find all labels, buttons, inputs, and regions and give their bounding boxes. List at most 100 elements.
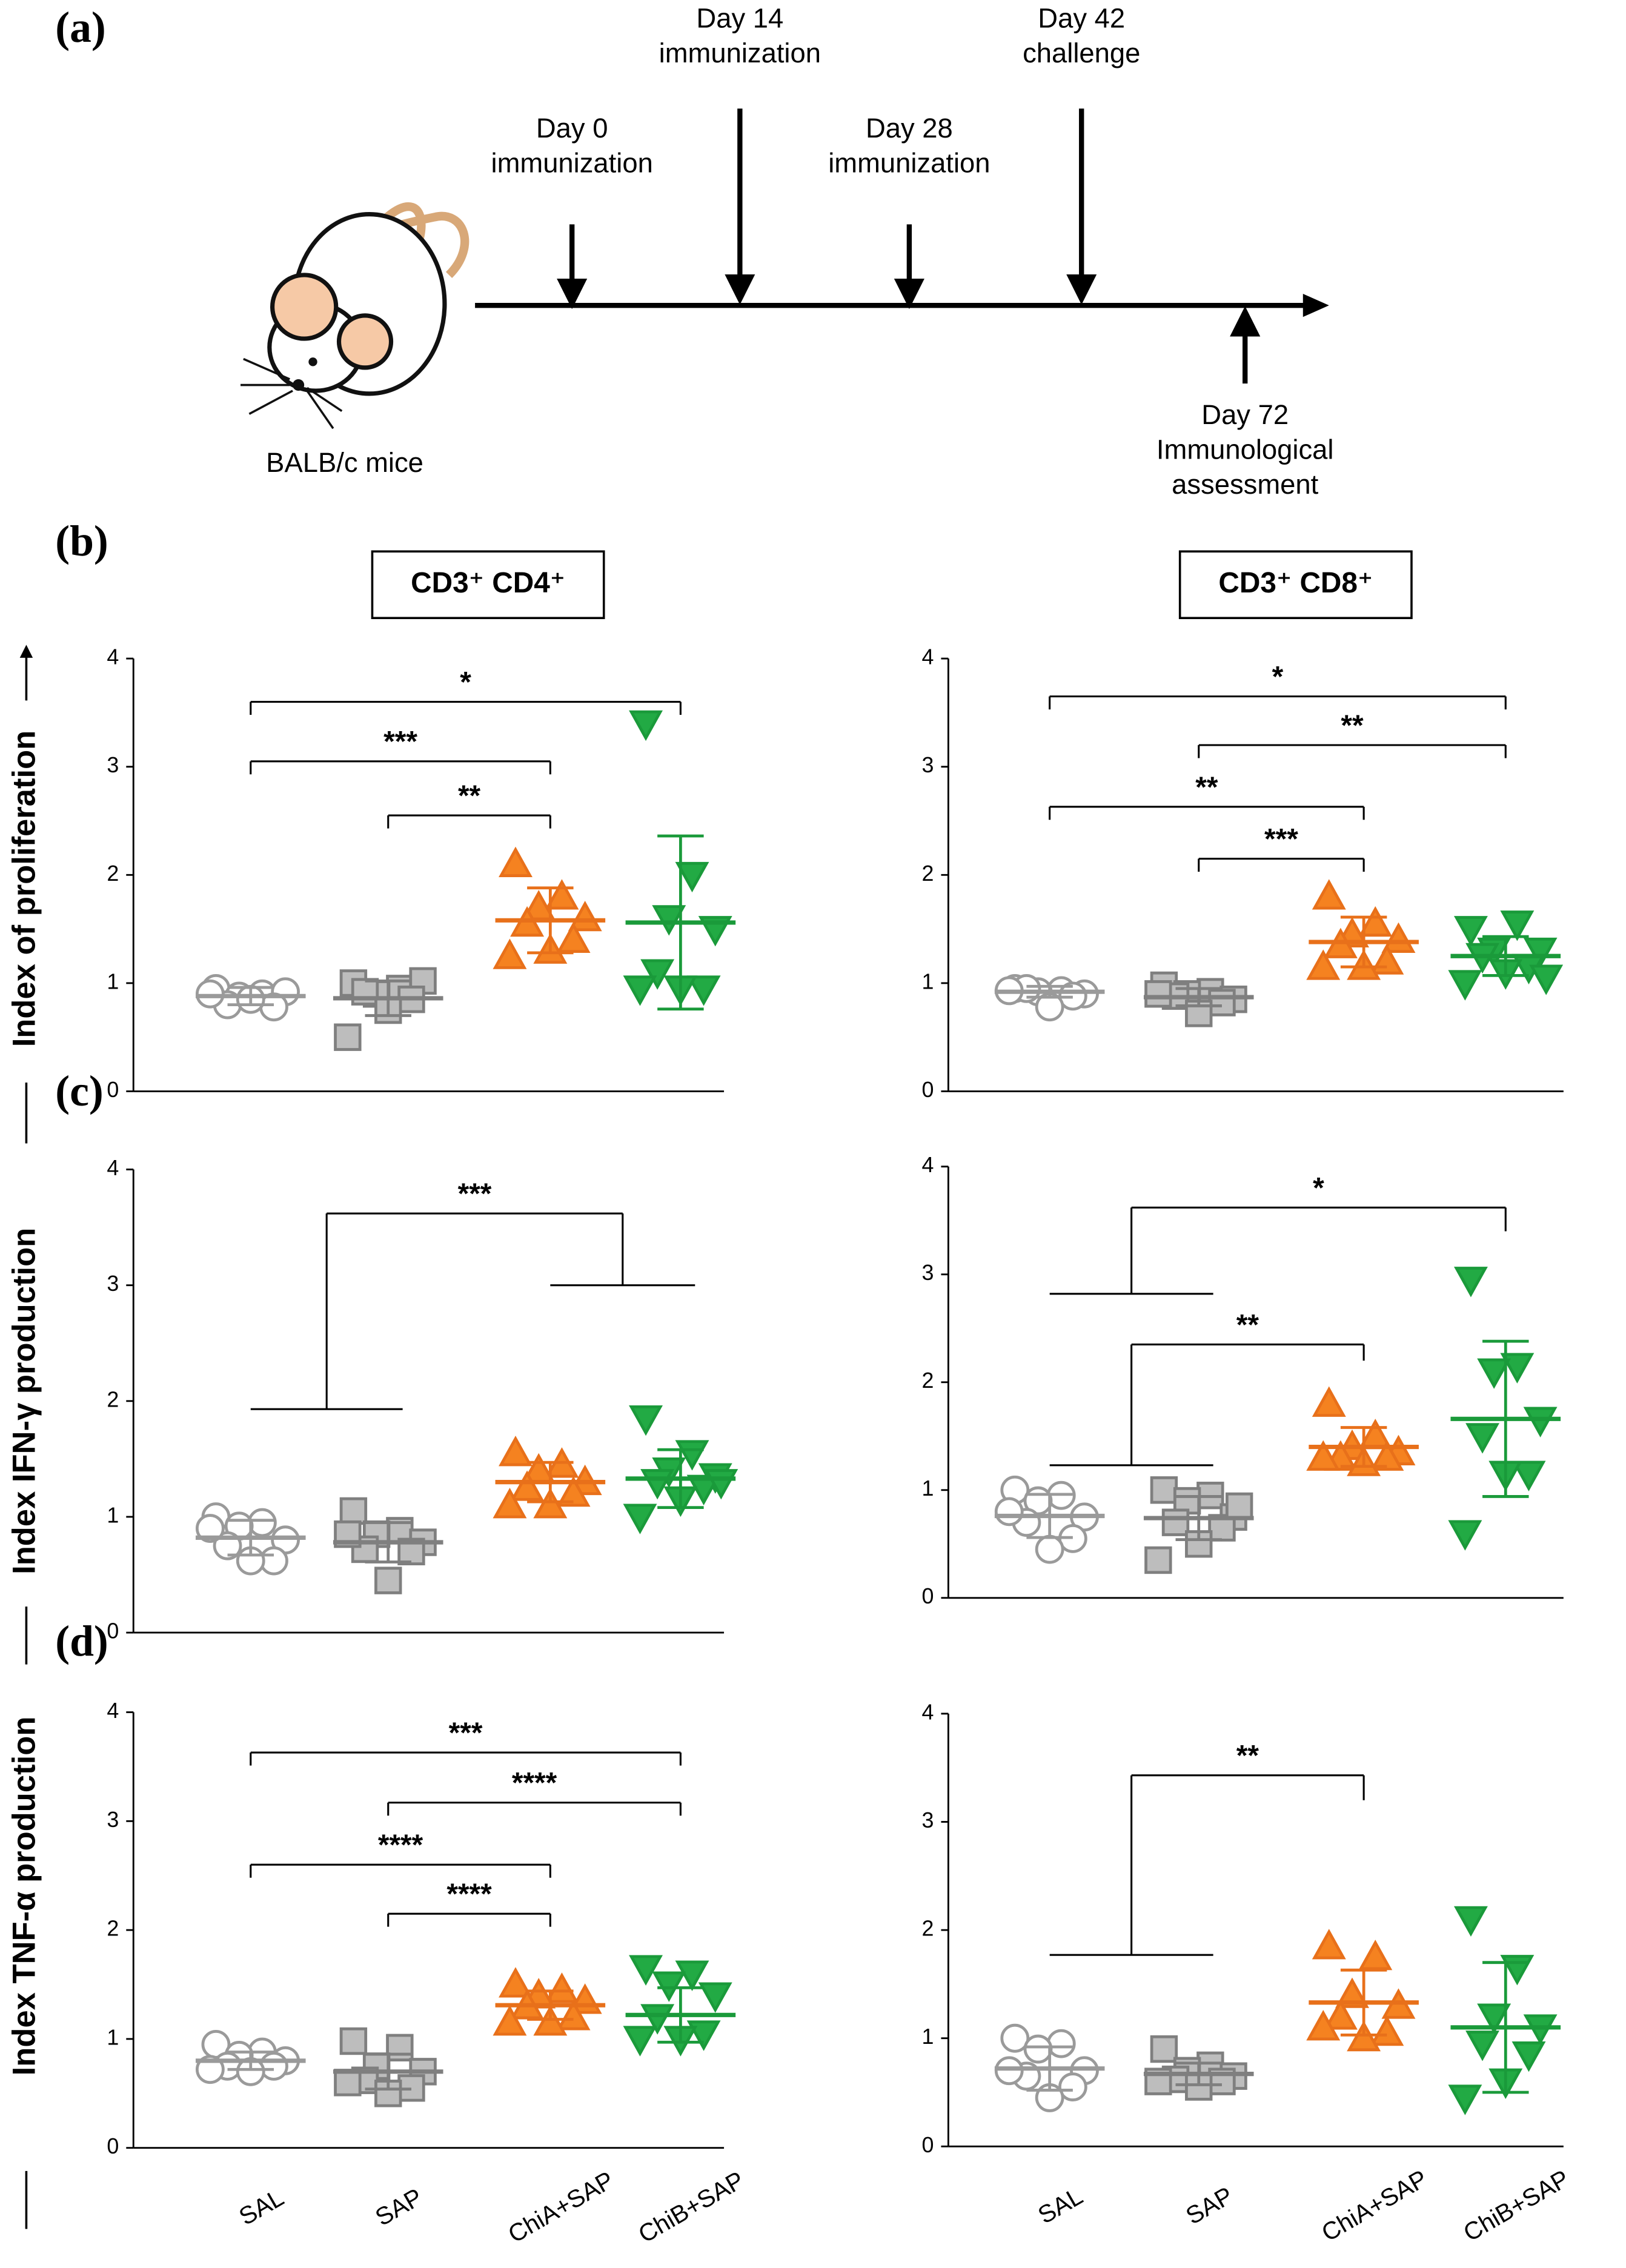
data-point (1312, 879, 1346, 910)
data-point (623, 975, 657, 1006)
y-tick-label: 2 (107, 1387, 119, 1411)
data-point (1023, 2034, 1053, 2064)
x-tick-label: ChiB+SAP (1459, 2164, 1574, 2247)
panel-label: (a) (55, 3, 106, 51)
data-point (1358, 1939, 1393, 1971)
y-tick-label: 1 (107, 1503, 119, 1527)
data-point (652, 905, 686, 936)
significance-label: *** (449, 1717, 483, 1749)
significance-label: * (1313, 1172, 1324, 1204)
y-tick-label: 3 (107, 1808, 119, 1832)
data-point (1150, 1476, 1178, 1504)
data-point (339, 2027, 368, 2055)
y-tick-label: 0 (922, 2133, 934, 2157)
data-point (499, 1436, 533, 1467)
y-tick-label: 1 (922, 1476, 934, 1500)
timeline-event-label: Immunological (1156, 434, 1334, 465)
data-point (1347, 2020, 1381, 2052)
data-point (698, 1982, 732, 2013)
data-point (1323, 1999, 1358, 2030)
row-label: Index IFN-γ production (6, 1228, 42, 1574)
data-point (1448, 2084, 1482, 2115)
significance-label: **** (512, 1768, 557, 1800)
significance-label: ** (458, 780, 481, 812)
y-tick-label: 3 (922, 1261, 934, 1285)
y-tick-label: 0 (107, 1619, 119, 1643)
y-tick-label: 4 (922, 1700, 934, 1724)
data-point (1058, 2072, 1087, 2101)
data-point (1500, 910, 1535, 941)
timeline-arrowhead (1302, 294, 1329, 317)
data-point (1477, 1358, 1512, 1389)
data-point (533, 1488, 568, 1519)
y-tick-label: 2 (922, 1368, 934, 1393)
mouse-whiskers (241, 357, 343, 429)
y-tick-label: 3 (922, 753, 934, 777)
timeline-event-label: Day 28 (866, 113, 953, 144)
data-point (1512, 1461, 1546, 1491)
row-label: Index of proliferation (6, 731, 42, 1047)
data-point (675, 861, 709, 893)
data-point (1035, 1534, 1064, 1564)
y-tick-label: 2 (107, 861, 119, 886)
data-point (1144, 1546, 1172, 1574)
data-point (1306, 949, 1341, 980)
x-tick-label: ChiA+SAP (503, 2166, 619, 2248)
data-point (629, 1405, 663, 1436)
timeline-event-label: challenge (1023, 38, 1140, 68)
panel-label: (b) (55, 517, 108, 565)
data-point (1306, 1440, 1341, 1471)
data-point (1381, 922, 1416, 953)
y-tick-label: 1 (107, 2025, 119, 2049)
timeline-event-label: Day 14 (696, 2, 783, 33)
data-point (1144, 980, 1172, 1008)
column-header: CD3⁺ CD4⁺ (411, 567, 565, 599)
significance-label: *** (1264, 823, 1298, 855)
y-tick-label: 4 (922, 1153, 934, 1177)
significance-label: *** (383, 726, 417, 758)
data-point (652, 1971, 686, 2002)
y-tick-label: 2 (922, 861, 934, 886)
data-point (334, 1023, 362, 1051)
y-tick-label: 0 (107, 1078, 119, 1102)
data-point (1453, 1267, 1488, 1298)
y-tick-label: 0 (922, 1078, 934, 1102)
data-point (499, 846, 533, 877)
data-point (1453, 916, 1488, 947)
data-point (533, 2005, 568, 2036)
y-tick-label: 4 (107, 645, 119, 669)
data-point (994, 1497, 1024, 1527)
data-point (1225, 1492, 1253, 1520)
mouse-eye (308, 357, 317, 366)
y-tick-label: 1 (922, 969, 934, 993)
x-tick-label: SAL (1033, 2182, 1087, 2229)
data-point (1529, 964, 1564, 995)
data-point (1208, 989, 1236, 1016)
y-tick-label: 3 (107, 1272, 119, 1296)
data-point (545, 1972, 579, 2003)
row-label: Index TNF-α production (6, 1717, 42, 2076)
data-point (493, 1488, 527, 1519)
mouse-ear (336, 313, 394, 370)
data-point (1312, 1929, 1346, 1960)
timeline-event-label: Day 0 (536, 113, 608, 144)
data-point (1448, 970, 1482, 1001)
data-point (386, 2034, 414, 2061)
data-point (675, 1960, 709, 1991)
data-point (623, 2026, 657, 2057)
column-header: CD3⁺ CD8⁺ (1218, 567, 1373, 599)
y-tick-label: 4 (107, 1699, 119, 1723)
data-point (545, 879, 579, 910)
data-point (493, 2005, 527, 2036)
data-point (1523, 1407, 1558, 1437)
y-tick-label: 4 (107, 1156, 119, 1180)
data-point (686, 1474, 721, 1505)
mouse-illustration (241, 202, 470, 429)
y-tick-label: 0 (107, 2134, 119, 2158)
significance-label: ** (1341, 710, 1364, 742)
data-point (1000, 2023, 1030, 2053)
data-point (259, 2051, 288, 2081)
data-point (1448, 1520, 1482, 1551)
significance-label: ** (1195, 772, 1218, 804)
